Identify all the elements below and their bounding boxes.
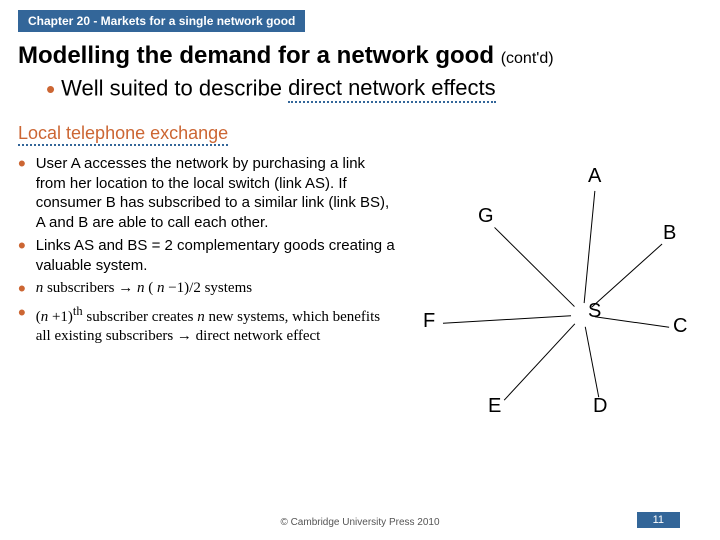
network-diagram: ABCDEFGS [398, 150, 698, 347]
bullet-1: • User A accesses the network by purchas… [18, 154, 398, 232]
section-heading-text: Local telephone exchange [18, 123, 228, 146]
network-svg [398, 150, 698, 430]
bullet-4: • (n +1)th subscriber creates n new syst… [18, 303, 398, 347]
b3e: n [157, 280, 168, 296]
sub1-pre: Well suited to describe [61, 75, 288, 100]
node-s: S [588, 300, 601, 323]
footer-copyright: © Cambridge University Press 2010 [0, 517, 720, 528]
b3f: −1)/2 systems [168, 280, 252, 296]
node-g: G [478, 205, 494, 228]
bullet-icon: • [46, 74, 55, 104]
node-d: D [593, 395, 607, 418]
b3d: ( [144, 280, 157, 296]
b3b: subscribers [43, 280, 118, 296]
section-heading: Local telephone exchange [18, 123, 702, 144]
bullet-icon: • [18, 236, 26, 275]
node-a: A [588, 165, 601, 188]
node-e: E [488, 395, 501, 418]
b4c: +1) [52, 309, 73, 325]
b4f: n [197, 309, 205, 325]
slide-title: Modelling the demand for a network good … [18, 42, 702, 70]
bullet-4-text: (n +1)th subscriber creates n new system… [36, 303, 398, 347]
bullet-2: • Links AS and BS = 2 complementary good… [18, 236, 398, 275]
sub1-link: direct network effects [288, 75, 495, 103]
b4b: n [41, 309, 52, 325]
bullet-3: • n subscribers → n ( n −1)/2 systems [18, 279, 398, 299]
b3c: n [133, 280, 144, 296]
page-number: 11 [637, 512, 680, 528]
title-cont: (cont'd) [501, 50, 554, 67]
arrow-icon: → [118, 280, 133, 296]
node-c: C [673, 315, 687, 338]
bullet-2-text: Links AS and BS = 2 complementary goods … [36, 236, 398, 275]
bullet-icon: • [18, 279, 26, 299]
title-main: Modelling the demand for a network good [18, 42, 494, 69]
bullet-3-text: n subscribers → n ( n −1)/2 systems [36, 279, 252, 299]
b4e: subscriber creates [83, 309, 198, 325]
subtitle-line: •Well suited to describe direct network … [46, 74, 702, 105]
node-b: B [663, 222, 676, 245]
bullet-icon: • [18, 154, 26, 232]
node-f: F [423, 310, 435, 333]
bullet-icon: • [18, 303, 26, 347]
chapter-bar: Chapter 20 - Markets for a single networ… [18, 10, 305, 32]
text-column: • User A accesses the network by purchas… [18, 150, 398, 347]
b4d: th [73, 304, 83, 318]
bullet-1-text: User A accesses the network by purchasin… [36, 154, 398, 232]
